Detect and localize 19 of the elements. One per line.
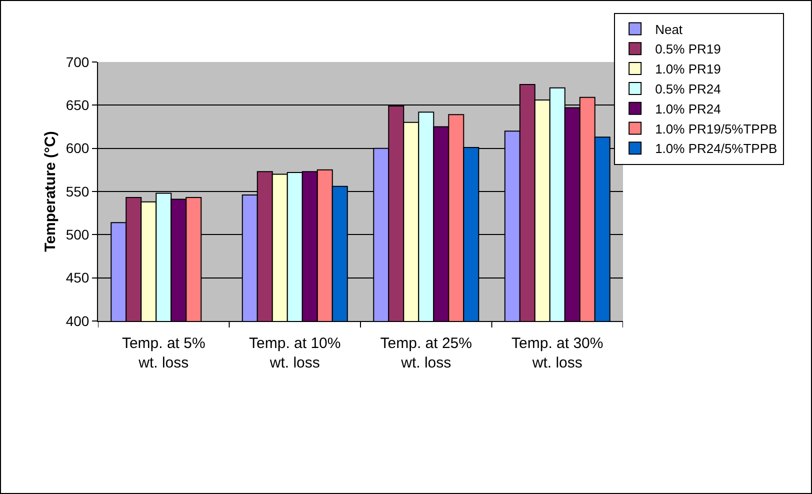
x-tick-label: Temp. at 30% wt. loss <box>512 335 604 372</box>
y-tick-label: 700 <box>66 54 90 70</box>
legend-label: 1.0% PR19/5%TPPB <box>655 121 778 136</box>
y-tick-label: 650 <box>66 97 90 114</box>
x-tick-label: Temp. at 25% wt. loss <box>380 335 472 372</box>
y-tick-label: 550 <box>66 183 90 200</box>
y-tick-label: 600 <box>66 140 90 156</box>
y-tick-label: 500 <box>66 226 90 243</box>
y-tick-label: 400 <box>66 312 90 329</box>
legend-label: 1.0% PR24/5%TPPB <box>655 141 778 156</box>
y-axis-title: Temperature (°C) <box>42 131 60 252</box>
legend-label: 0.5% PR19 <box>655 42 721 57</box>
x-tick-label: Temp. at 10% wt. loss <box>249 335 341 372</box>
legend-label: 1.0% PR24 <box>655 101 721 116</box>
x-tick-label: Temp. at 5% wt. loss <box>122 335 206 372</box>
legend-label: 1.0% PR19 <box>655 62 721 77</box>
y-tick-label: 450 <box>66 270 90 286</box>
legend-label: Neat <box>655 22 683 37</box>
legend-label: 0.5% PR24 <box>655 82 721 97</box>
